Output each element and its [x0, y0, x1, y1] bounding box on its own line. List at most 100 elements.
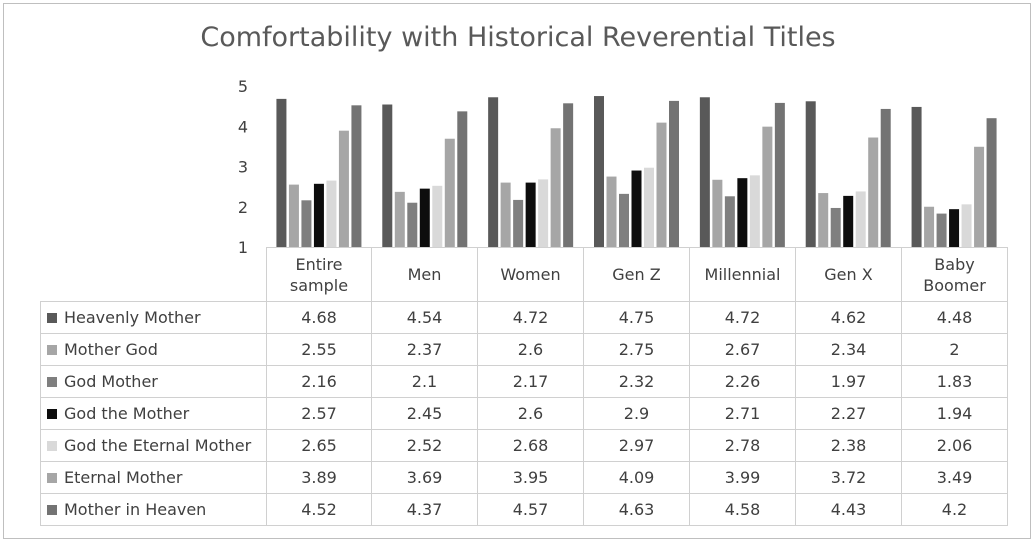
- series-name: God Mother: [64, 372, 158, 391]
- data-cell: 3.72: [795, 461, 902, 494]
- bar: [961, 204, 972, 247]
- data-cell: 4.62: [795, 301, 902, 334]
- chart-title: Comfortability with Historical Reverenti…: [200, 22, 836, 53]
- bar: [288, 184, 299, 247]
- bar: [631, 170, 642, 247]
- bar: [868, 137, 879, 247]
- data-cell: 3.49: [901, 461, 1008, 494]
- series-name: God the Eternal Mother: [64, 436, 252, 455]
- bar: [394, 191, 405, 247]
- data-cell: 1.94: [901, 397, 1008, 430]
- table-row: Mother God 2.55 2.37 2.6 2.75 2.67 2.34 2: [40, 333, 1008, 366]
- bar: [818, 193, 829, 247]
- category-label: Millennial: [689, 247, 796, 302]
- bar: [656, 122, 667, 247]
- data-cell: 3.69: [371, 461, 478, 494]
- bar: [301, 200, 312, 247]
- data-cell: 2.71: [689, 397, 796, 430]
- series-name: Mother God: [64, 340, 158, 359]
- data-cell: 3.95: [477, 461, 584, 494]
- data-cell: 2.9: [583, 397, 690, 430]
- bar: [525, 182, 536, 247]
- data-cell: 1.83: [901, 365, 1008, 398]
- bar: [949, 209, 960, 247]
- legend-entry: God the Eternal Mother: [40, 429, 267, 462]
- bar: [432, 185, 443, 247]
- bar: [444, 138, 455, 247]
- data-cell: 3.89: [266, 461, 372, 494]
- data-cell: 2.65: [266, 429, 372, 462]
- data-cell: 4.2: [901, 493, 1008, 526]
- category-label: Gen X: [795, 247, 902, 302]
- y-tick-label: 4: [238, 117, 248, 136]
- data-cell: 4.57: [477, 493, 584, 526]
- table-corner: [40, 247, 267, 302]
- bar: [762, 126, 773, 247]
- y-tick-label: 5: [238, 77, 248, 96]
- data-cell: 4.43: [795, 493, 902, 526]
- bar: [880, 108, 891, 247]
- category-label: Baby Boomer: [901, 247, 1008, 302]
- bar: [550, 128, 561, 247]
- bar: [644, 167, 654, 247]
- legend-swatch: [47, 473, 57, 483]
- table-row: God the Eternal Mother 2.65 2.52 2.68 2.97 2.…: [40, 429, 1008, 462]
- legend-swatch: [47, 345, 57, 355]
- data-cell: 2.34: [795, 333, 902, 366]
- table-row: Eternal Mother 3.89 3.69 3.95 4.09 3.99 3.72 3.…: [40, 461, 1008, 494]
- bar: [737, 178, 748, 247]
- bar: [669, 100, 679, 247]
- bar: [830, 207, 841, 247]
- bar: [936, 213, 947, 247]
- bar: [699, 97, 710, 248]
- bar: [457, 111, 468, 247]
- data-cell: 2.32: [583, 365, 690, 398]
- data-cell: 2.57: [266, 397, 372, 430]
- data-table: Entire sample Men Women Gen Z Millennial Gen …: [40, 247, 1008, 526]
- bar: [563, 103, 574, 247]
- data-cell: 2.6: [477, 333, 584, 366]
- bar: [382, 104, 393, 247]
- data-cell: 4.75: [583, 301, 690, 334]
- legend-entry: God Mother: [40, 365, 267, 398]
- legend-entry: Eternal Mother: [40, 461, 267, 494]
- bar: [986, 118, 997, 247]
- data-cell: 2.37: [371, 333, 478, 366]
- data-cell: 2.06: [901, 429, 1008, 462]
- legend-entry: Mother in Heaven: [40, 493, 267, 526]
- bar: [313, 183, 324, 247]
- data-cell: 4.37: [371, 493, 478, 526]
- bar: [488, 97, 499, 248]
- data-cell: 4.63: [583, 493, 690, 526]
- data-cell: 2.27: [795, 397, 902, 430]
- data-cell: 2.67: [689, 333, 796, 366]
- data-cell: 2.78: [689, 429, 796, 462]
- data-cell: 2.16: [266, 365, 372, 398]
- bar: [594, 96, 604, 247]
- data-cell: 4.52: [266, 493, 372, 526]
- legend-entry: Mother God: [40, 333, 267, 366]
- data-cell: 2.6: [477, 397, 584, 430]
- y-tick-label: 3: [238, 158, 248, 177]
- bar: [351, 105, 362, 247]
- bar: [774, 102, 785, 247]
- legend-swatch: [47, 313, 57, 323]
- data-cell: 2.75: [583, 333, 690, 366]
- data-cell: 2.38: [795, 429, 902, 462]
- legend-entry: Heavenly Mother: [40, 301, 267, 334]
- bar: [911, 106, 922, 248]
- table-row: God Mother 2.16 2.1 2.17 2.32 2.26 1.97 1.83: [40, 365, 1008, 398]
- data-cell: 3.99: [689, 461, 796, 494]
- data-cell: 4.58: [689, 493, 796, 526]
- series-name: Heavenly Mother: [64, 308, 201, 327]
- series-name: God the Mother: [64, 404, 190, 423]
- legend-swatch: [47, 441, 57, 451]
- bar: [855, 191, 866, 247]
- data-cell: 2.68: [477, 429, 584, 462]
- data-cell: 2.45: [371, 397, 478, 430]
- category-label: Women: [477, 247, 584, 302]
- bar: [619, 193, 629, 247]
- bar: [712, 179, 723, 247]
- bar: [338, 130, 349, 247]
- category-label: Men: [371, 247, 478, 302]
